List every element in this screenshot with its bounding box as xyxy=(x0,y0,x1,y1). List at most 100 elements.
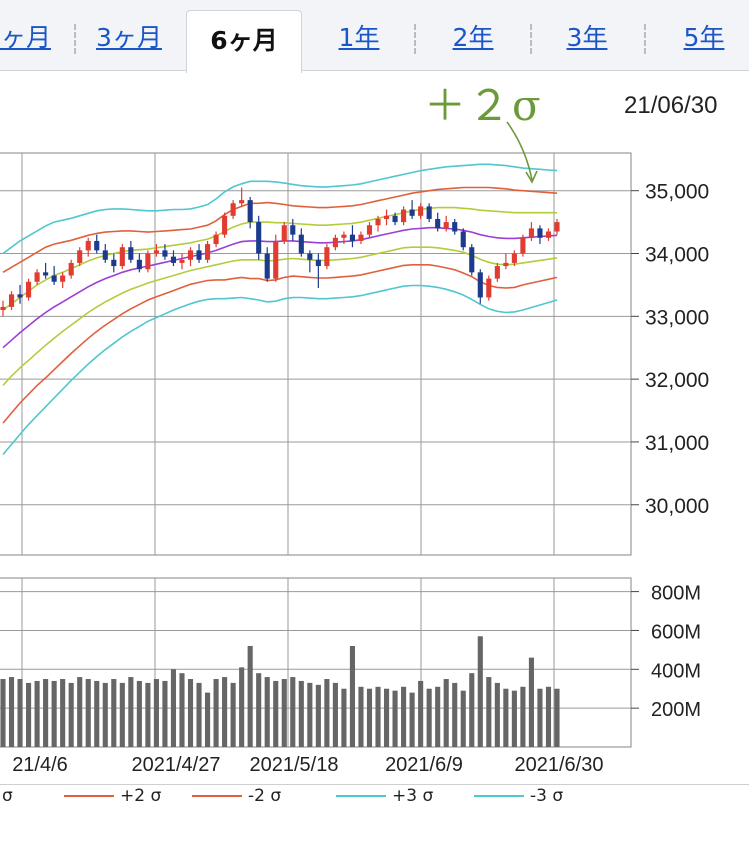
candle-body xyxy=(213,234,219,245)
tab-1-month[interactable]: 1ヶ月 xyxy=(0,23,51,52)
volume-bar xyxy=(409,692,415,747)
y-tick-label: 35,000 xyxy=(645,181,709,204)
volume-bar xyxy=(222,677,228,747)
y-tick-label: 31,000 xyxy=(645,432,709,455)
y-tick-label: 34,000 xyxy=(645,244,709,267)
volume-bar xyxy=(119,682,125,747)
volume-bar xyxy=(520,686,526,747)
volume-bar xyxy=(324,679,330,747)
legend-sigma: σ xyxy=(2,786,13,806)
volume-bar xyxy=(0,679,6,747)
volume-bar xyxy=(34,680,40,747)
band-line-5 xyxy=(2,163,558,255)
candle-body xyxy=(119,247,125,267)
volume-bar xyxy=(554,688,560,747)
candle-body xyxy=(520,237,526,254)
volume-bar xyxy=(460,690,466,747)
y-tick-label: 30,000 xyxy=(645,495,709,518)
candle-body xyxy=(187,250,194,260)
candle-body xyxy=(111,259,117,267)
volume-bar xyxy=(213,679,219,747)
volume-bar xyxy=(366,688,373,747)
volume-bar xyxy=(111,679,117,747)
tab-separator xyxy=(644,24,646,54)
candle-body xyxy=(511,253,517,263)
legend-minus3sigma: -3 σ xyxy=(474,786,563,806)
volume-bar xyxy=(358,686,364,747)
candle-body xyxy=(204,244,211,260)
volume-bar xyxy=(375,686,381,747)
candle-body xyxy=(128,247,134,260)
candle-body xyxy=(418,206,424,216)
volume-bar xyxy=(26,682,32,747)
candle-body xyxy=(43,272,49,276)
volume-bar xyxy=(60,679,66,747)
volume-bar xyxy=(77,677,83,747)
volume-bar xyxy=(239,667,245,747)
tab-3-years[interactable]: 3年 xyxy=(566,23,608,52)
tab-5-years[interactable]: 5年 xyxy=(683,23,725,52)
period-tabs: 1ヶ月 3ヶ月 6ヶ月 1年 2年 3年 5年 xyxy=(0,0,749,73)
volume-bar xyxy=(315,684,321,747)
volume-bar xyxy=(332,682,338,747)
volume-bar xyxy=(187,679,194,747)
bollinger-bands xyxy=(2,163,558,456)
tab-6-months[interactable]: 6ヶ月 xyxy=(186,10,302,73)
volume-bar xyxy=(204,692,211,747)
candle-body xyxy=(545,231,552,238)
x-tick-label: 2021/6/30 xyxy=(515,754,604,776)
candle-body xyxy=(494,266,500,279)
legend-minus2sigma: -2 σ xyxy=(192,786,281,806)
candle-body xyxy=(222,215,228,235)
candle-body xyxy=(469,247,475,273)
tab-3-months[interactable]: 3ヶ月 xyxy=(96,23,162,52)
candle-body xyxy=(68,262,74,276)
volume-axis: 800M 600M 400M 200M xyxy=(631,583,701,721)
candle-body xyxy=(94,240,100,251)
candle-body xyxy=(443,222,449,229)
tab-2-years[interactable]: 2年 xyxy=(452,23,494,52)
volume-bar xyxy=(68,682,74,747)
date-axis: 21/4/6 2021/4/27 2021/5/18 2021/6/9 2021/6/3… xyxy=(12,754,603,776)
candle-body xyxy=(341,234,347,238)
volume-tick-label: 400M xyxy=(651,660,701,682)
volume-bar xyxy=(43,679,49,747)
volume-bar xyxy=(290,677,296,747)
volume-bar xyxy=(256,673,262,747)
legend-plus2sigma: +2 σ xyxy=(64,786,161,806)
candle-body xyxy=(273,240,279,279)
candle-body xyxy=(17,294,23,298)
legend: σ +2 σ -2 σ +3 σ -3 σ xyxy=(0,786,749,810)
candle-body xyxy=(153,250,159,254)
volume-bar xyxy=(383,688,390,747)
chart-date: 21/06/30 xyxy=(624,92,718,119)
volume-bar xyxy=(162,680,168,747)
candle-body xyxy=(460,231,466,248)
candle-body xyxy=(281,225,287,241)
candle-body xyxy=(162,250,168,257)
volume-bar xyxy=(528,657,534,747)
candle-body xyxy=(383,215,390,219)
x-tick-label: 2021/6/9 xyxy=(385,754,463,776)
volume-bar xyxy=(341,688,347,747)
candle-body xyxy=(26,281,32,298)
candle-body xyxy=(264,253,270,279)
band-line-6 xyxy=(2,284,558,456)
volume-bar xyxy=(435,686,441,747)
volume-bar xyxy=(247,645,253,747)
volume-bar xyxy=(418,680,424,747)
volume-bar xyxy=(230,682,236,747)
volume-bar xyxy=(452,682,458,747)
candle-body xyxy=(247,200,253,223)
volume-bar xyxy=(8,677,15,747)
tab-separator xyxy=(530,24,532,54)
tab-1-year[interactable]: 1年 xyxy=(338,23,380,52)
volume-bar xyxy=(545,686,552,747)
candle-body xyxy=(60,275,66,282)
y-tick-label: 32,000 xyxy=(645,369,709,392)
volume-plot-frame xyxy=(0,577,632,748)
volume-bar xyxy=(170,669,177,747)
candle-body xyxy=(477,272,483,298)
candle-body xyxy=(315,259,321,267)
volume-bar xyxy=(401,686,407,747)
